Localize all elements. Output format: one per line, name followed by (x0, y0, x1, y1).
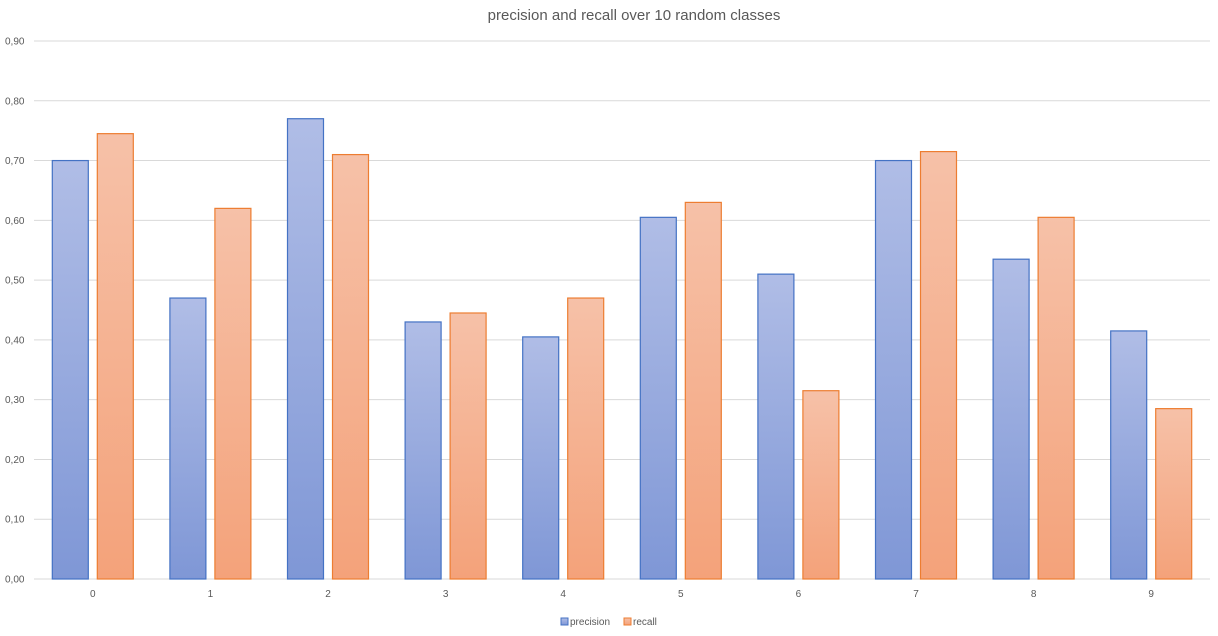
recall-bar (919, 150, 958, 580)
x-tick-label: 9 (1148, 589, 1154, 600)
precision-legend-swatch (560, 617, 569, 626)
x-tick-label: 6 (796, 589, 802, 600)
chart-title: precision and recall over 10 random clas… (488, 7, 781, 24)
y-tick-label: 0,10 (5, 515, 25, 526)
y-tick-label: 0,90 (5, 37, 25, 48)
x-tick-label: 3 (443, 589, 449, 600)
recall-legend-swatch (623, 617, 632, 626)
y-tick-label: 0,50 (5, 276, 25, 287)
x-axis-ticks: 0 1 2 3 4 5 6 7 8 9 (90, 589, 1154, 600)
precision-bar (522, 336, 560, 580)
x-tick-label: 0 (90, 589, 96, 600)
y-tick-label: 0,60 (5, 216, 25, 227)
recall-bar (567, 297, 605, 580)
y-tick-label: 0,30 (5, 395, 25, 406)
precision-bar (639, 216, 677, 580)
y-tick-label: 0,00 (5, 575, 25, 586)
recall-bar (96, 133, 134, 580)
y-tick-label: 0,80 (5, 96, 25, 107)
precision-bar (992, 258, 1030, 580)
precision-bar (286, 118, 325, 580)
recall-bar (684, 201, 722, 580)
precision-bar (169, 297, 207, 580)
x-tick-label: 8 (1031, 589, 1037, 600)
recall-bar (1037, 216, 1075, 580)
recall-bar (331, 153, 370, 580)
bars (51, 118, 1193, 580)
precision-bar (404, 321, 442, 580)
recall-bar (449, 312, 487, 580)
gridlines (34, 40, 1210, 580)
legend-label: precision (570, 617, 610, 628)
precision-bar (874, 159, 913, 580)
x-tick-label: 5 (678, 589, 684, 600)
precision-bar (1110, 330, 1148, 580)
precision-bar (51, 159, 89, 580)
y-tick-label: 0,20 (5, 455, 25, 466)
recall-bar (214, 207, 252, 580)
x-tick-label: 4 (560, 589, 566, 600)
y-tick-label: 0,70 (5, 156, 25, 167)
y-tick-label: 0,40 (5, 335, 25, 346)
x-tick-label: 1 (208, 589, 214, 600)
precision-bar (757, 273, 795, 580)
x-tick-label: 2 (325, 589, 331, 600)
legend: precision recall (560, 617, 657, 628)
legend-label: recall (633, 617, 657, 628)
x-tick-label: 7 (913, 589, 919, 600)
recall-bar (1155, 408, 1193, 580)
y-axis-ticks: 0,00 0,10 0,20 0,30 0,40 0,50 0,60 0,70 0,80 0,90 (5, 37, 25, 586)
recall-bar (802, 390, 840, 580)
